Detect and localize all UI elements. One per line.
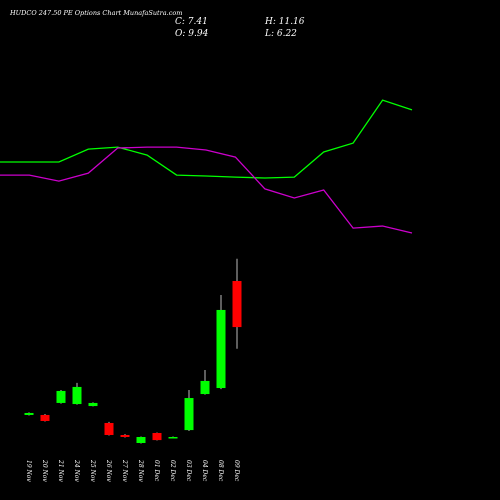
x-tick-label: 03 Dec (185, 460, 192, 482)
candle-body (88, 402, 98, 407)
x-tick-label: 09 Dec (233, 460, 240, 482)
x-tick-label: 02 Dec (169, 460, 176, 482)
chart-title: HUDCO 247.50 PE Options Chart MunafaSutr… (9, 9, 182, 17)
x-tick-label: 26 Nov (105, 459, 112, 482)
x-tick-label: 19 Nov (25, 460, 32, 482)
candle-body (152, 432, 162, 441)
indicator-line (0, 146, 413, 234)
x-tick-label: 04 Dec (201, 460, 208, 482)
candle-body (56, 390, 66, 403)
candle-body (136, 436, 146, 443)
x-tick-label: 27 Nov (121, 459, 128, 482)
x-tick-label: 20 Nov (41, 459, 48, 482)
candle-body (168, 436, 178, 439)
candle-body (40, 414, 50, 421)
candle-body (120, 434, 130, 437)
candle-body (104, 422, 114, 435)
x-tick-label: 08 Dec (217, 460, 224, 482)
high-label: H: 11.16 (264, 17, 305, 27)
candle-body (72, 386, 82, 405)
close-label: C: 7.41 (175, 17, 208, 27)
open-label: O: 9.94 (175, 29, 209, 39)
candle-body (24, 412, 34, 415)
candle-body (216, 309, 226, 389)
candle-body (232, 281, 242, 328)
x-tick-label: 21 Nov (57, 459, 64, 482)
x-tick-label: 24 Nov (73, 459, 80, 482)
low-label: L: 6.22 (264, 29, 297, 39)
x-tick-label: 25 Nov (89, 459, 96, 482)
indicator-line (0, 99, 413, 179)
x-tick-label: 01 Dec (153, 460, 160, 482)
x-tick-label: 28 Nov (137, 459, 144, 482)
candle-body (184, 398, 194, 431)
candle-body (200, 380, 210, 395)
